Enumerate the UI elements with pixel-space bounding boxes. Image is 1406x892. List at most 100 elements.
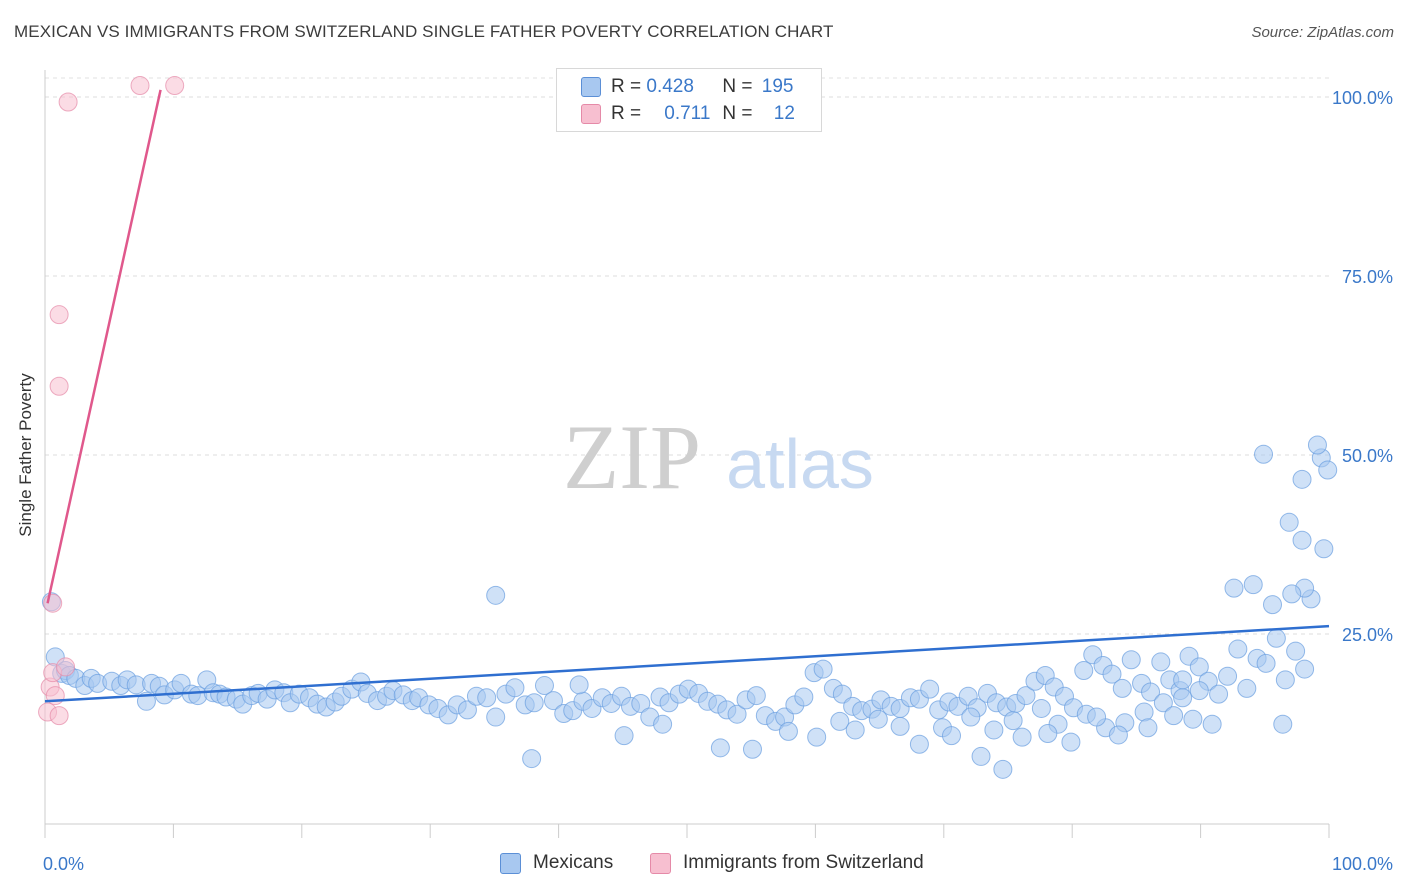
- point-mexicans: [1263, 595, 1283, 615]
- point-mexicans: [984, 720, 1004, 740]
- point-mexicans: [1202, 714, 1222, 734]
- data-points: [38, 76, 1338, 779]
- point-mexicans: [1183, 709, 1203, 729]
- point-mexicans: [794, 687, 814, 707]
- legend-row-switzerland: R = 0.711 N = 12: [581, 102, 795, 126]
- chart-title: MEXICAN VS IMMIGRANTS FROM SWITZERLAND S…: [14, 22, 834, 41]
- series-label-mexicans: Mexicans: [533, 852, 614, 873]
- point-mexicans: [845, 720, 865, 740]
- watermark: ZIP atlas: [563, 406, 874, 508]
- legend-r-label: R =: [611, 76, 642, 97]
- point-mexicans: [1153, 693, 1173, 713]
- point-switzerland: [43, 593, 63, 613]
- point-mexicans: [993, 759, 1013, 779]
- point-mexicans: [1243, 575, 1263, 595]
- point-mexicans: [868, 709, 888, 729]
- legend-swatch-switzerland: [581, 104, 601, 124]
- point-mexicans: [1031, 698, 1051, 718]
- point-mexicans: [746, 686, 766, 706]
- y-tick-label: 25.0%: [1342, 625, 1393, 645]
- legend-n-label: N =: [722, 103, 753, 124]
- axes: [44, 70, 1330, 838]
- y-axis-label: Single Father Poverty: [16, 373, 35, 537]
- series-legend-switzerland: Immigrants from Switzerland: [650, 852, 924, 874]
- legend-r-label: R =: [611, 103, 642, 124]
- point-mexicans: [1314, 539, 1334, 559]
- watermark-zip: ZIP: [563, 406, 701, 508]
- point-mexicans: [1151, 652, 1171, 672]
- point-switzerland: [49, 376, 69, 396]
- point-mexicans: [569, 675, 589, 695]
- x-tick-label: 100.0%: [1332, 854, 1393, 874]
- point-mexicans: [1307, 435, 1327, 455]
- point-mexicans: [1102, 664, 1122, 684]
- point-mexicans: [832, 684, 852, 704]
- point-switzerland: [58, 92, 78, 112]
- point-mexicans: [1112, 678, 1132, 698]
- point-switzerland: [130, 76, 150, 96]
- correlation-legend: R = 0.428 N = 195 R = 0.711 N = 12: [556, 68, 822, 132]
- point-mexicans: [1273, 714, 1293, 734]
- tick-labels: 25.0% 50.0% 75.0% 100.0% 0.0% 100.0%: [43, 88, 1393, 874]
- y-tick-label: 50.0%: [1342, 446, 1393, 466]
- point-mexicans: [727, 704, 747, 724]
- point-mexicans: [1318, 460, 1338, 480]
- point-mexicans: [1003, 711, 1023, 731]
- trend-lines: [44, 89, 1330, 703]
- legend-n-value: 12: [773, 103, 795, 124]
- point-mexicans: [1256, 653, 1276, 673]
- point-mexicans: [1138, 718, 1158, 738]
- legend-r-value: 0.711: [664, 103, 711, 124]
- point-mexicans: [920, 679, 940, 699]
- point-mexicans: [1016, 686, 1036, 706]
- point-mexicans: [1286, 641, 1306, 661]
- point-mexicans: [813, 659, 833, 679]
- point-mexicans: [1164, 706, 1184, 726]
- legend-n-value: 195: [761, 76, 794, 97]
- point-mexicans: [522, 749, 542, 769]
- point-mexicans: [653, 714, 673, 734]
- point-mexicans: [1292, 469, 1312, 489]
- point-mexicans: [505, 678, 525, 698]
- point-mexicans: [534, 676, 554, 696]
- legend-r-value: 0.428: [646, 76, 694, 97]
- point-mexicans: [1209, 684, 1229, 704]
- point-mexicans: [1266, 628, 1286, 648]
- point-mexicans: [1189, 681, 1209, 701]
- point-mexicans: [524, 693, 544, 713]
- trend-line-switzerland: [46, 89, 162, 604]
- point-mexicans: [1295, 659, 1315, 679]
- point-mexicans: [1121, 650, 1141, 670]
- point-mexicans: [1228, 639, 1248, 659]
- point-mexicans: [1189, 657, 1209, 677]
- point-mexicans: [486, 707, 506, 727]
- point-mexicans: [830, 711, 850, 731]
- trend-line-mexicans: [44, 624, 1330, 703]
- point-mexicans: [1173, 670, 1193, 690]
- point-mexicans: [1134, 702, 1154, 722]
- point-mexicans: [807, 727, 827, 747]
- point-mexicans: [1292, 530, 1312, 550]
- point-mexicans: [1173, 688, 1193, 708]
- watermark-atlas: atlas: [726, 425, 874, 503]
- series-legend: Mexicans Immigrants from Switzerland: [0, 852, 1406, 878]
- point-mexicans: [1279, 512, 1299, 532]
- point-mexicans: [1087, 707, 1107, 727]
- point-mexicans: [1108, 725, 1128, 745]
- point-mexicans: [1282, 584, 1302, 604]
- legend-swatch-mexicans: [581, 77, 601, 97]
- point-mexicans: [971, 746, 991, 766]
- point-mexicans: [942, 726, 962, 746]
- source-label: Source: ZipAtlas.com: [1251, 24, 1394, 41]
- series-swatch-switzerland: [650, 852, 671, 874]
- point-switzerland: [56, 657, 76, 677]
- point-mexicans: [1218, 666, 1238, 686]
- point-mexicans: [909, 734, 929, 754]
- point-mexicans: [631, 693, 651, 713]
- point-mexicans: [1254, 444, 1274, 464]
- point-switzerland: [49, 706, 69, 726]
- point-mexicans: [1237, 678, 1257, 698]
- x-tick-label: 0.0%: [43, 854, 84, 874]
- point-mexicans: [457, 700, 477, 720]
